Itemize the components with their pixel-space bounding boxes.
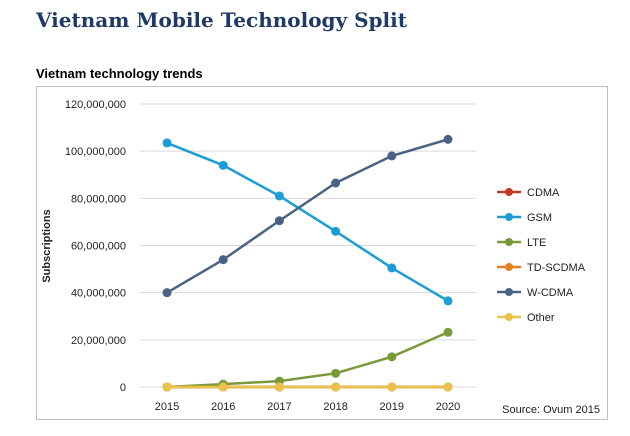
- legend-item-td-scdma: TD-SCDMA: [497, 262, 586, 274]
- data-point: [387, 263, 397, 273]
- data-point: [331, 382, 341, 392]
- y-tick-label: 120,000,000: [65, 99, 126, 111]
- y-tick-label: 80,000,000: [71, 193, 126, 205]
- legend-label: GSM: [527, 212, 552, 224]
- legend-item-lte: LTE: [497, 237, 546, 249]
- data-point: [331, 368, 341, 378]
- data-point: [162, 288, 172, 298]
- x-tick-label: 2015: [155, 401, 179, 413]
- x-tick-label: 2018: [323, 401, 347, 413]
- y-tick-labels: 0 20,000,000 40,000,000 60,000,000 80,000,00…: [65, 99, 126, 394]
- data-point: [162, 382, 172, 392]
- page-title: Vietnam Mobile Technology Split: [36, 8, 407, 32]
- data-point: [274, 382, 284, 392]
- legend-item-cdma: CDMA: [497, 187, 560, 199]
- y-tick-label: 100,000,000: [65, 146, 126, 158]
- legend-label: CDMA: [527, 187, 560, 199]
- data-point: [218, 255, 228, 265]
- series-group: [162, 134, 453, 392]
- data-point: [387, 382, 397, 392]
- legend-label: LTE: [527, 237, 546, 249]
- legend-marker: [505, 213, 513, 221]
- y-tick-label: 40,000,000: [71, 288, 126, 300]
- data-point: [218, 382, 228, 392]
- legend-marker: [505, 188, 513, 196]
- legend-item-gsm: GSM: [497, 212, 552, 224]
- data-point: [274, 191, 284, 201]
- legend-item-other: Other: [497, 312, 555, 324]
- data-point: [387, 352, 397, 362]
- series-line-w-cdma: [166, 138, 449, 294]
- legend: CDMA GSM LTE TD-SCDMA W-CDMA Other: [497, 187, 586, 324]
- x-tick-labels: 2015 2016 2017 2018 2019 2020: [155, 401, 460, 413]
- y-axis-label: Subscriptions: [41, 209, 53, 282]
- legend-label: TD-SCDMA: [527, 262, 586, 274]
- series-line-gsm: [166, 141, 449, 302]
- legend-item-w-cdma: W-CDMA: [497, 287, 574, 299]
- data-point: [331, 178, 341, 188]
- data-point: [162, 138, 172, 148]
- legend-marker: [505, 313, 513, 321]
- data-point: [443, 296, 453, 306]
- x-tick-label: 2020: [436, 401, 460, 413]
- legend-label: Other: [527, 312, 555, 324]
- data-point: [218, 160, 228, 170]
- legend-label: W-CDMA: [527, 287, 574, 299]
- source-note: Source: Ovum 2015: [502, 404, 600, 416]
- data-point: [387, 151, 397, 161]
- series-gsm: [162, 138, 453, 306]
- y-tick-label: 20,000,000: [71, 335, 126, 347]
- legend-marker: [505, 238, 513, 246]
- y-tick-label: 60,000,000: [71, 241, 126, 253]
- series-line-lte: [166, 331, 449, 389]
- data-point: [443, 382, 453, 392]
- x-tick-label: 2017: [267, 401, 291, 413]
- series-other: [162, 382, 453, 392]
- series-lte: [162, 327, 453, 392]
- chart-title: Vietnam technology trends: [36, 66, 203, 81]
- series-w-cdma: [162, 134, 453, 298]
- data-point: [274, 216, 284, 226]
- x-tick-label: 2016: [211, 401, 235, 413]
- data-point: [443, 327, 453, 337]
- chart-frame: [36, 86, 608, 420]
- x-tick-label: 2019: [380, 401, 404, 413]
- legend-marker: [505, 288, 513, 296]
- legend-marker: [505, 263, 513, 271]
- y-tick-label: 0: [120, 382, 126, 394]
- data-point: [331, 226, 341, 236]
- data-point: [443, 134, 453, 144]
